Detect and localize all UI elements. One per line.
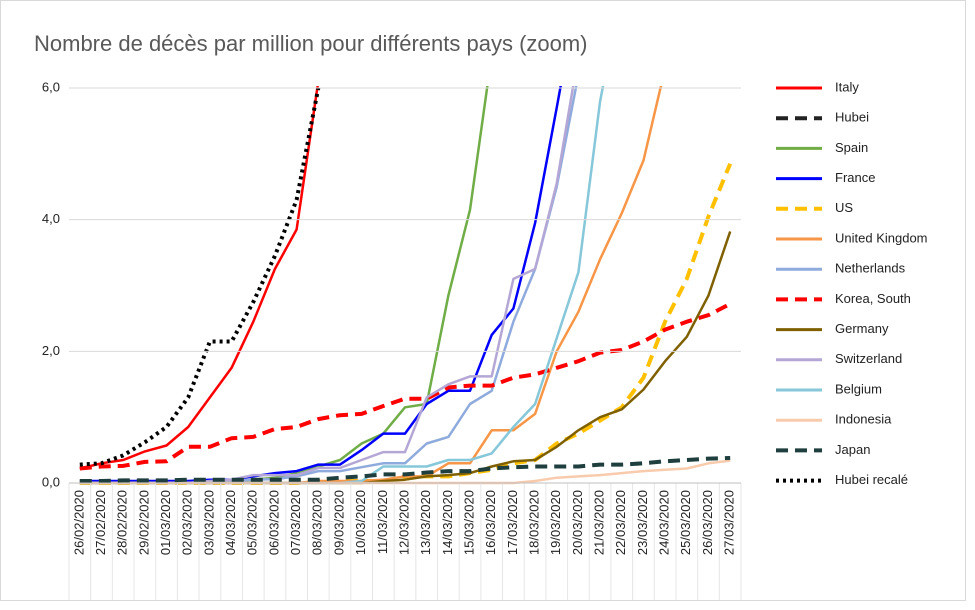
x-tick-label: 06/03/2020 [266,490,281,555]
x-tick-label: 16/03/2020 [483,490,498,555]
legend-label: France [835,170,875,185]
x-tick-label: 12/03/2020 [396,490,411,555]
y-tick-label: 0,0 [42,474,60,489]
x-tick-label: 26/02/2020 [71,490,86,555]
x-tick-label: 21/03/2020 [592,490,607,555]
x-tick-label: 11/03/2020 [375,490,390,554]
y-tick-label: 4,0 [42,211,60,226]
x-tick-label: 07/03/2020 [288,490,303,555]
legend-label: Germany [835,321,889,336]
series-line [79,302,732,471]
legend-label: US [835,200,853,215]
series-line [79,456,731,483]
x-tick-label: 27/02/2020 [93,490,108,555]
x-tick-label: 01/03/2020 [158,490,173,555]
x-tick-label: 20/03/2020 [570,490,585,555]
x-tick-label: 02/03/2020 [180,490,195,555]
x-tick-label: 18/03/2020 [527,490,542,555]
x-tick-label: 03/03/2020 [201,490,216,555]
x-tick-label: 23/03/2020 [635,490,650,555]
legend-label: Hubei [835,110,869,125]
x-tick-label: 17/03/2020 [505,490,520,555]
x-tick-label: 14/03/2020 [440,490,455,555]
legend-label: Belgium [835,381,882,396]
legend-label: Switzerland [835,351,902,366]
chart-title: Nombre de décès par million pour différe… [34,31,588,56]
legend-label: Japan [835,442,870,457]
legend-label: Spain [835,140,868,155]
x-tick-label: 25/03/2020 [678,490,693,555]
x-tick-label: 19/03/2020 [548,490,563,555]
x-tick-label: 29/02/2020 [136,490,151,555]
y-tick-label: 6,0 [42,79,60,94]
x-tick-label: 08/03/2020 [310,490,325,555]
x-tick-label: 24/03/2020 [657,490,672,555]
legend-label: Italy [835,79,859,94]
x-tick-label: 10/03/2020 [353,490,368,555]
legend-label: Hubei recalé [835,472,908,487]
x-tick-label: 13/03/2020 [418,490,433,555]
x-tick-label: 28/02/2020 [115,490,130,555]
x-tick-label: 04/03/2020 [223,490,238,555]
x-tick-label: 27/03/2020 [722,490,737,555]
legend-label: Netherlands [835,261,906,276]
y-tick-label: 2,0 [42,343,60,358]
x-tick-label: 26/03/2020 [700,490,715,555]
legend-label: Indonesia [835,412,892,427]
series-line [79,87,321,467]
x-tick-label: 09/03/2020 [331,490,346,555]
legend-label: Korea, South [835,291,911,306]
x-tick-label: 15/03/2020 [461,490,476,555]
legend-label: United Kingdom [835,230,928,245]
x-tick-label: 22/03/2020 [613,490,628,555]
x-tick-label: 05/03/2020 [245,490,260,555]
series-line [79,86,319,470]
